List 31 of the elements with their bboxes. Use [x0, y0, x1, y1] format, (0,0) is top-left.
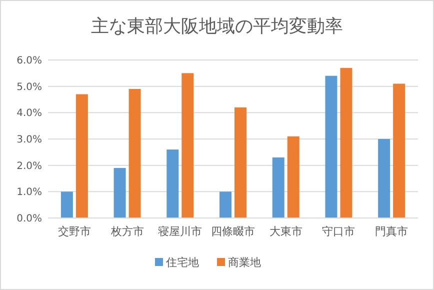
- bar: [114, 168, 126, 218]
- bar: [287, 136, 300, 218]
- x-tick-label: 枚方市: [110, 225, 144, 238]
- bar: [393, 84, 406, 218]
- x-tick-label: 寝屋川市: [158, 225, 202, 238]
- x-tick-label: 交野市: [58, 225, 91, 238]
- y-tick-label: 5.0%: [16, 82, 42, 93]
- bar: [60, 192, 73, 218]
- legend-label: 商業地: [228, 256, 261, 269]
- y-tick-label: 4.0%: [16, 108, 42, 120]
- bar: [234, 107, 246, 218]
- legend-label: 住宅地: [166, 256, 199, 269]
- bar: [166, 150, 179, 218]
- bar: [76, 94, 88, 218]
- x-tick-label: 大東市: [269, 225, 302, 238]
- y-tick-label: 1.0%: [16, 187, 42, 198]
- bar: [325, 76, 338, 218]
- x-tick-label: 四條畷市: [211, 225, 255, 238]
- x-tick-label: 門真市: [375, 225, 408, 238]
- bar: [378, 139, 390, 218]
- bar: [128, 88, 141, 218]
- y-tick-label: 6.0%: [16, 56, 42, 66]
- y-tick-label: 2.0%: [16, 160, 42, 172]
- bar: [272, 157, 284, 218]
- y-tick-label: 3.0%: [16, 134, 42, 146]
- bar: [340, 68, 352, 218]
- bar: [220, 192, 232, 218]
- chart-title: 主な東部大阪地域の平均変動率: [91, 16, 343, 37]
- x-tick-label: 守口市: [322, 225, 356, 238]
- bar: [182, 73, 194, 218]
- y-tick-label: 0.0%: [16, 214, 42, 224]
